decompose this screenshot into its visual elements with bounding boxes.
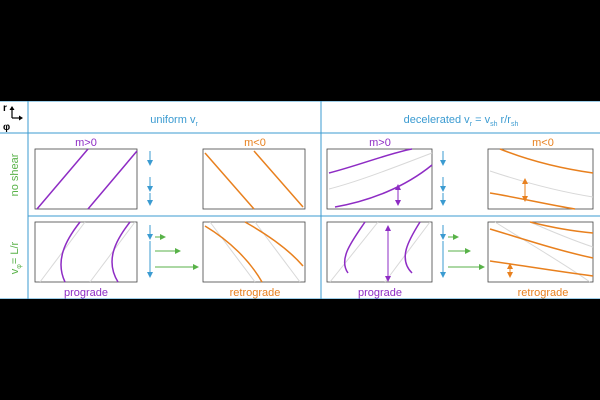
r-axis-label: r [3, 103, 7, 114]
diagram-panel: r φ uniform vr decelerated vr = vsh r/rs… [0, 101, 600, 299]
row-label-no-shear: no shear [9, 153, 21, 196]
diagram-svg: r φ uniform vr decelerated vr = vsh r/rs… [0, 101, 600, 299]
label-prograde-uniform: prograde [64, 287, 108, 299]
header-uniform: uniform vr [150, 114, 198, 128]
label-m-neg-uniform: m<0 [244, 137, 266, 149]
plot-uniform-retrograde [202, 221, 306, 283]
plot-decel-retrograde [487, 221, 594, 283]
label-m-pos-decel: m>0 [369, 137, 391, 149]
phi-axis-label: φ [3, 122, 10, 133]
plot-decel-mpos-noshear [326, 148, 433, 210]
plot-decel-prograde [326, 221, 433, 283]
label-prograde-decel: prograde [358, 287, 402, 299]
axes-glyph: r φ [3, 103, 23, 133]
header-decelerated: decelerated vr = vsh r/rsh [404, 114, 519, 128]
label-m-pos-uniform: m>0 [75, 137, 97, 149]
label-retrograde-uniform: retrograde [230, 287, 281, 299]
plot-uniform-mpos-noshear [34, 148, 138, 210]
plot-uniform-mneg-noshear [202, 148, 306, 210]
label-retrograde-decel: retrograde [518, 287, 569, 299]
label-m-neg-decel: m<0 [532, 137, 554, 149]
table-grid [0, 101, 600, 299]
row-label-shear: vφ= L/r [9, 241, 23, 274]
plot-decel-mneg-noshear [487, 148, 594, 210]
plot-uniform-prograde [34, 221, 138, 283]
